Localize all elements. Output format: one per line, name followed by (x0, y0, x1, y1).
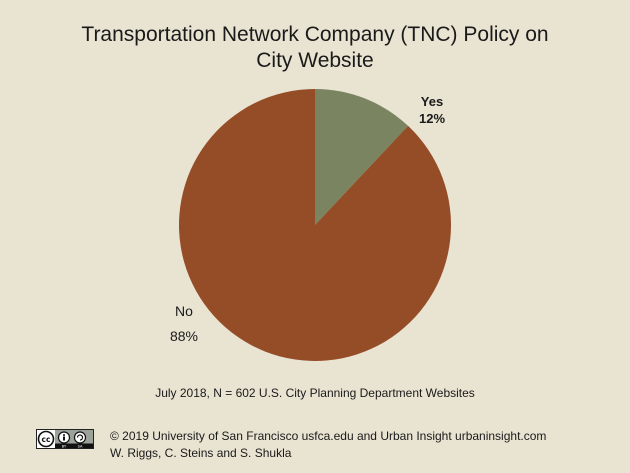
slice-value-no: 88% (170, 328, 198, 344)
svg-text:cc: cc (42, 435, 51, 444)
copyright-line: © 2019 University of San Francisco usfca… (110, 429, 547, 443)
footer: cc BY SA © 2019 University of San Franci… (36, 428, 546, 462)
chart-note: July 2018, N = 602 U.S. City Planning De… (155, 386, 475, 400)
pie-slices (179, 89, 452, 362)
authors-line: W. Riggs, C. Steins and S. Shukla (110, 446, 292, 460)
svg-text:SA: SA (78, 444, 83, 448)
pie-slice-no (179, 89, 452, 362)
svg-text:BY: BY (62, 444, 67, 448)
pie-labels: Yes 12% No 88% (170, 94, 445, 344)
chart-title-line-2: City Website (256, 49, 374, 72)
footer-text: © 2019 University of San Francisco usfca… (110, 428, 546, 462)
slice-label-yes: Yes (421, 94, 443, 109)
slice-value-yes: 12% (419, 111, 445, 126)
chart-title-line-1: Transportation Network Company (TNC) Pol… (81, 23, 549, 46)
chart-title: Transportation Network Company (TNC) Pol… (0, 22, 630, 74)
cc-by-sa-icon: cc BY SA (36, 429, 94, 449)
slice-label-no: No (175, 303, 193, 319)
pie-slice-yes (315, 89, 409, 225)
